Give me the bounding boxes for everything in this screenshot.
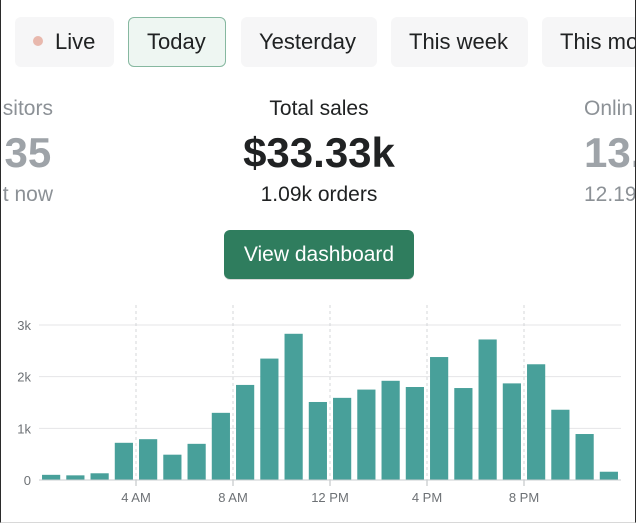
metric-visitors-sub: t now — [2, 183, 53, 206]
bar-7-am — [211, 412, 230, 480]
tab-yesterday[interactable]: Yesterday — [241, 17, 377, 67]
tab-today[interactable]: Today — [128, 17, 226, 67]
x-tick-label: 4 PM — [412, 490, 442, 505]
bar-8-pm — [527, 364, 546, 480]
bar-11-am — [308, 401, 327, 480]
y-tick-label: 2k — [17, 370, 31, 385]
metric-visitors[interactable]: sitors 35 t now — [3, 96, 53, 208]
bar-5-am — [163, 454, 182, 480]
total-sales-label: Total sales — [269, 97, 369, 120]
total-orders-count: 1.09k orders — [260, 183, 378, 206]
hourly-sales-chart: 0 1k 2k 3k 4 AM 8 AM 12 PM 4 PM 8 PM — [17, 305, 621, 505]
tab-yesterday-label: Yesterday — [259, 29, 357, 54]
bar-7-pm — [502, 383, 521, 480]
x-tick-label: 8 PM — [509, 490, 539, 505]
tab-live-label: Live — [55, 29, 96, 54]
bar-2-am — [90, 473, 109, 480]
metric-online-store[interactable]: Onlin 13. 12.19 — [584, 96, 636, 208]
bar-8-am — [236, 384, 255, 480]
bar-1-am — [66, 475, 85, 480]
bar-12-am — [42, 474, 61, 480]
y-tick-label: 3k — [17, 318, 31, 333]
metric-online-label: Onlin — [584, 97, 634, 120]
x-tick-label: 8 AM — [218, 490, 248, 505]
bar-4-pm — [430, 357, 449, 480]
bar-6-am — [187, 443, 206, 480]
view-dashboard-button[interactable]: View dashboard — [224, 230, 414, 279]
bar-3-am — [114, 442, 133, 480]
bar-9-pm — [551, 409, 570, 480]
date-range-tabs: Live Today Yesterday This week This mo — [1, 17, 635, 67]
metric-total-sales[interactable]: Total sales $33.33k 1.09k orders — [219, 96, 419, 208]
bar-6-pm — [478, 339, 497, 480]
bar-1-pm — [357, 389, 376, 480]
tab-this-month-label: This mo — [560, 29, 635, 54]
bar-5-pm — [454, 388, 473, 480]
bar-12-pm — [333, 397, 352, 480]
tab-this-month[interactable]: This mo — [542, 17, 635, 67]
tab-today-label: Today — [147, 29, 206, 54]
bar-4-am — [139, 439, 158, 480]
view-dashboard-label: View dashboard — [243, 243, 395, 266]
bar-11-pm — [599, 471, 618, 480]
bar-10-pm — [575, 434, 594, 480]
x-tick-label: 4 AM — [121, 490, 151, 505]
y-tick-label: 1k — [17, 421, 31, 436]
x-tick-label: 12 PM — [311, 490, 349, 505]
tab-live[interactable]: Live — [15, 17, 114, 67]
tab-this-week-label: This week — [409, 29, 509, 54]
metric-online-sub: 12.19 — [584, 183, 636, 206]
live-dot-icon — [33, 36, 43, 47]
bar-2-pm — [381, 380, 400, 480]
bar-10-am — [284, 333, 303, 480]
metric-visitors-label: sitors — [2, 97, 53, 120]
bar-9-am — [260, 358, 279, 480]
y-tick-label: 0 — [24, 473, 31, 488]
metric-online-value: 13. — [584, 129, 635, 176]
bar-3-pm — [405, 387, 424, 480]
tab-this-week[interactable]: This week — [391, 17, 528, 67]
total-sales-value: $33.33k — [243, 129, 395, 176]
metric-visitors-value: 35 — [4, 129, 52, 176]
